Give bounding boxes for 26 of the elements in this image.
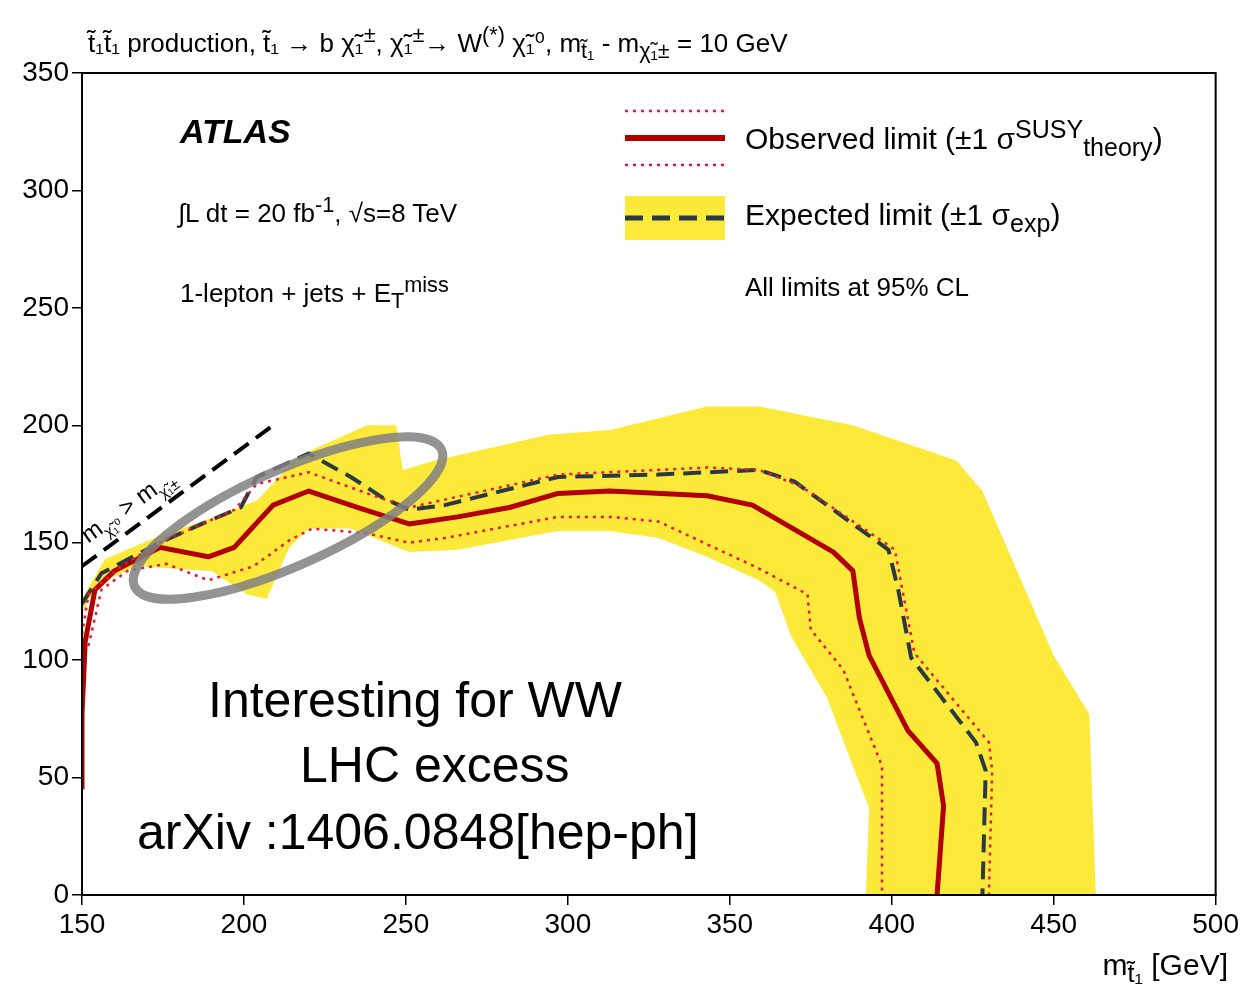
y-tick-label: 300 bbox=[22, 173, 69, 205]
x-tick-label: 350 bbox=[706, 907, 754, 939]
y-tick-label: 100 bbox=[22, 642, 69, 674]
x-tick-label: 500 bbox=[1192, 907, 1239, 939]
annotation: arXiv :1406.0848[hep-ph] bbox=[137, 804, 699, 860]
y-tick-label: 150 bbox=[22, 525, 69, 557]
y-tick-label: 0 bbox=[53, 877, 69, 909]
x-tick-label: 400 bbox=[868, 907, 916, 939]
x-tick-label: 300 bbox=[544, 907, 592, 939]
y-tick-label: 350 bbox=[22, 55, 69, 87]
y-tick-label: 200 bbox=[22, 408, 69, 439]
annotation: ∫L dt = 20 fb$^{-1}$, √s=8 TeV bbox=[178, 192, 458, 228]
chart-title: t̃₁t̃₁ production, t̃₁ → b χ̃₁$^{±}$, χ̃₁$^{±}$→ W$^{(*)}$ χ̃₁⁰, m$_{t̃₁}$ - m$_{χ̃₁±}$ = 10 GeV bbox=[88, 22, 788, 63]
x-tick-label: 450 bbox=[1030, 907, 1078, 939]
x-tick-label: 200 bbox=[220, 907, 268, 939]
y-tick-label: 50 bbox=[37, 760, 69, 792]
legend-label: Expected limit (±1 σ$_{exp}$) bbox=[745, 198, 1061, 238]
annotation: ATLAS bbox=[180, 112, 291, 151]
annotation: Interesting for WW bbox=[208, 672, 622, 728]
y-tick-label: 250 bbox=[22, 290, 69, 322]
x-tick-label: 250 bbox=[382, 907, 430, 939]
annotation: All limits at 95% CL bbox=[745, 272, 969, 302]
legend-label: Observed limit (±1 σ$^{SUSY}$$_{theory}$) bbox=[745, 114, 1163, 162]
annotation: LHC excess bbox=[300, 737, 570, 793]
x-axis-title: m$_{t̃₁}$ [GeV] bbox=[1102, 948, 1228, 988]
x-tick-label: 150 bbox=[58, 907, 106, 939]
